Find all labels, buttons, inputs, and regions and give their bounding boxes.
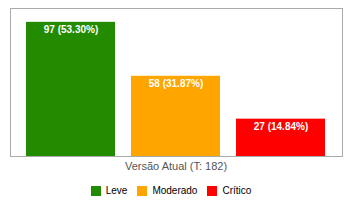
- html-text:Crítico: Crítico: [222, 185, 252, 196]
- svg-text:27 (14.84%): 27 (14.84%): [254, 121, 308, 132]
- svg-text:58 (31.87%): 58 (31.87%): [149, 78, 203, 89]
- html-text:Moderado: Moderado: [152, 185, 198, 196]
- html-text:Leve: Leve: [105, 185, 128, 196]
- svg-text:97 (53.30%): 97 (53.30%): [44, 24, 98, 35]
- html-text:Versão Atual (T: 182): Versão Atual (T: 182): [124, 160, 228, 172]
